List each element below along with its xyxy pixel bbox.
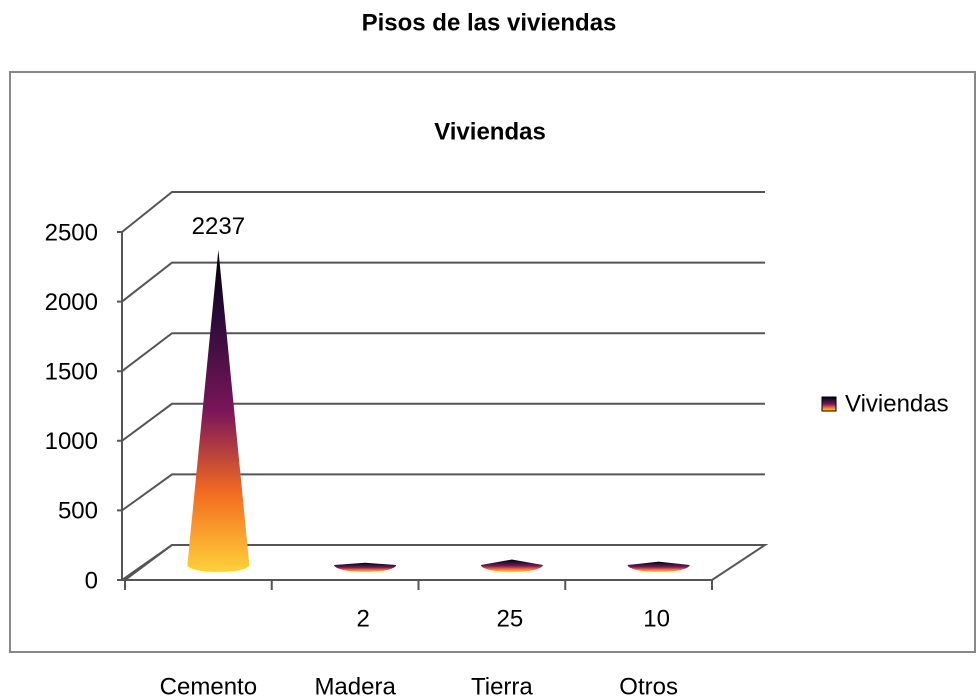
grid-line xyxy=(117,402,765,442)
grid-line xyxy=(117,473,765,512)
grid-line xyxy=(117,332,765,373)
y-tick-label: 1000 xyxy=(45,428,98,455)
page-title: Pisos de las viviendas xyxy=(362,9,617,36)
data-label: 25 xyxy=(497,605,524,632)
x-tick-label: Madera xyxy=(314,673,396,700)
legend-swatch xyxy=(821,396,837,412)
cone xyxy=(480,559,543,572)
grid-line xyxy=(117,261,765,303)
grid-line xyxy=(117,544,765,581)
x-tick-label: Otros xyxy=(619,673,678,700)
y-tick-label: 2000 xyxy=(45,289,98,316)
legend-label: Viviendas xyxy=(845,390,949,417)
x-tick-label: Cemento xyxy=(160,673,257,700)
y-tick-label: 2500 xyxy=(45,219,98,246)
cone xyxy=(627,561,690,572)
data-label: 2 xyxy=(356,605,369,632)
data-label: 2237 xyxy=(192,213,245,240)
y-tick-label: 500 xyxy=(58,498,98,525)
data-label: 10 xyxy=(643,605,670,632)
x-tick-label: Tierra xyxy=(471,673,533,700)
grid-line xyxy=(117,191,765,233)
y-tick-label: 1500 xyxy=(45,359,98,386)
chart-frame xyxy=(9,71,976,653)
cone xyxy=(334,562,397,572)
chart-title: Viviendas xyxy=(434,118,546,145)
cone xyxy=(187,249,250,572)
y-tick-label: 0 xyxy=(85,567,98,594)
